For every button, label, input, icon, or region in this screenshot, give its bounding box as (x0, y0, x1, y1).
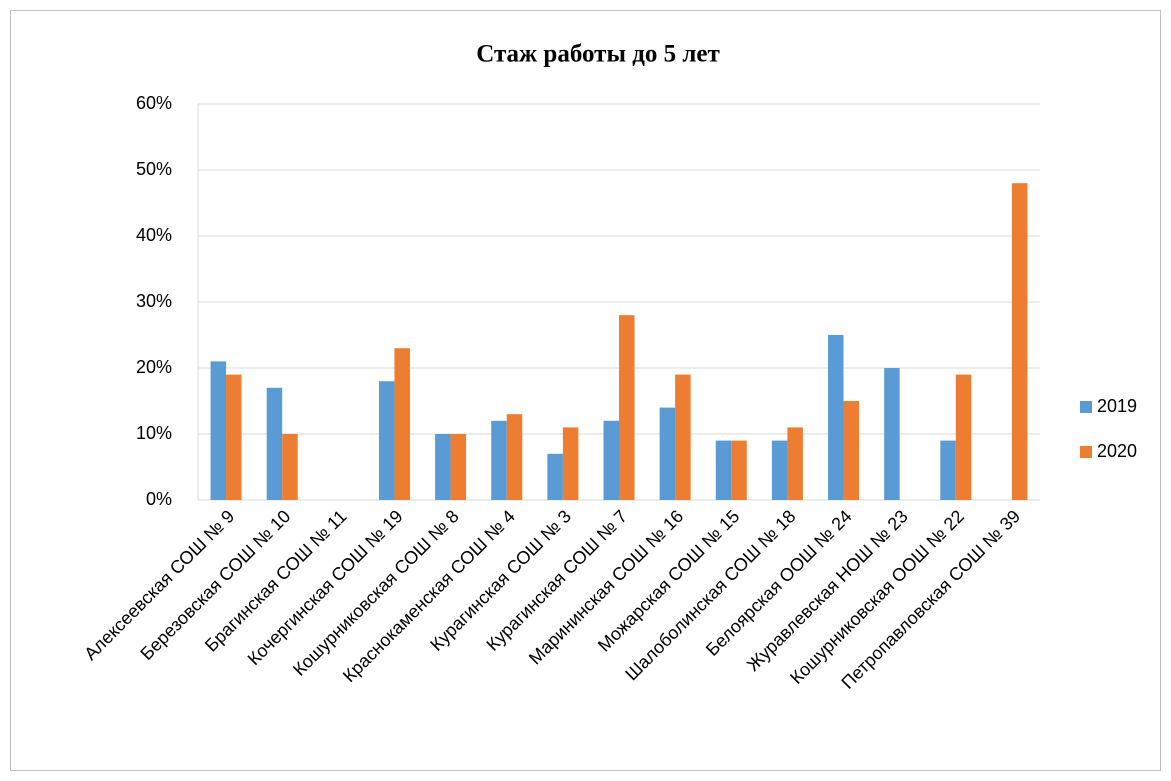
bar (210, 361, 227, 500)
bar (884, 368, 900, 500)
y-tick-label: 60% (136, 93, 172, 113)
y-tick-label: 0% (146, 489, 172, 509)
bar (547, 453, 563, 500)
bar (506, 414, 523, 500)
bar (562, 427, 579, 500)
y-tick-label: 20% (136, 357, 172, 377)
legend-swatch (1080, 446, 1092, 458)
bar (282, 434, 298, 500)
bar (843, 401, 860, 500)
bar (659, 407, 676, 500)
bar (731, 440, 747, 500)
chart-frame (10, 10, 1161, 771)
bar (675, 374, 691, 500)
bar (619, 315, 635, 500)
y-tick-label: 50% (136, 159, 172, 179)
bar (715, 440, 732, 500)
bar (828, 335, 844, 500)
bar (435, 434, 451, 500)
bar (1011, 183, 1028, 500)
bar (226, 374, 242, 500)
y-tick-label: 10% (136, 423, 172, 443)
y-tick-label: 40% (136, 225, 172, 245)
bar (450, 434, 467, 500)
legend-label: 2020 (1097, 441, 1137, 461)
bar (378, 381, 395, 500)
bar (771, 440, 788, 500)
bar (394, 348, 410, 500)
bar (787, 427, 803, 500)
chart-title: Стаж работы до 5 лет (476, 41, 720, 68)
bar (491, 420, 507, 500)
bar (603, 420, 619, 500)
legend-swatch (1080, 401, 1092, 413)
bar (940, 440, 956, 500)
bar (955, 374, 972, 500)
bar (266, 387, 283, 500)
y-tick-label: 30% (136, 291, 172, 311)
legend-label: 2019 (1097, 396, 1137, 416)
